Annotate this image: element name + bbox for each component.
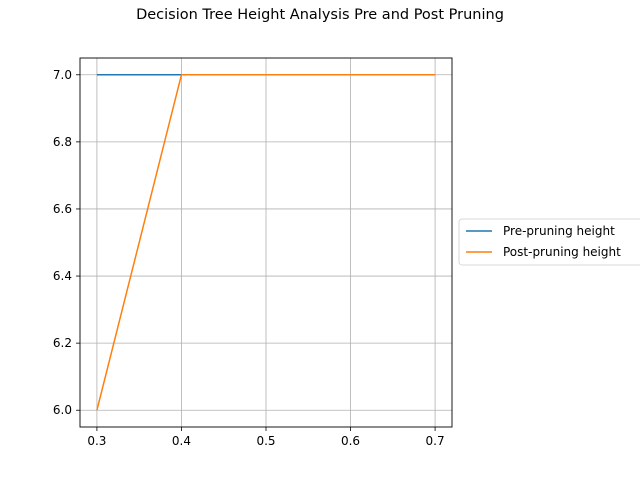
y-tick-label: 6.2 (53, 336, 72, 350)
legend-label: Post-pruning height (503, 245, 621, 259)
y-tick-label: 7.0 (53, 68, 72, 82)
y-tick-label: 6.4 (53, 269, 72, 283)
series-lines (96, 74, 436, 411)
grid (80, 58, 452, 427)
x-tick-label: 0.4 (172, 434, 191, 448)
legend-label: Pre-pruning height (503, 224, 615, 238)
chart-title: Decision Tree Height Analysis Pre and Po… (136, 7, 504, 23)
legend: Pre-pruning height Post-pruning height (458, 218, 640, 266)
x-tick-label: 0.6 (341, 434, 360, 448)
y-tick-label: 6.0 (53, 403, 72, 417)
axis-ticks: 0.3 0.4 0.5 0.6 0.7 6.0 6.2 6.4 6.6 6.8 7.0 (53, 68, 445, 448)
series-line-post-pruning (96, 74, 436, 411)
x-tick-label: 0.7 (426, 434, 445, 448)
x-tick-label: 0.3 (87, 434, 106, 448)
legend-box (458, 218, 640, 266)
y-tick-label: 6.6 (53, 202, 72, 216)
x-tick-label: 0.5 (256, 434, 275, 448)
y-tick-label: 6.8 (53, 135, 72, 149)
